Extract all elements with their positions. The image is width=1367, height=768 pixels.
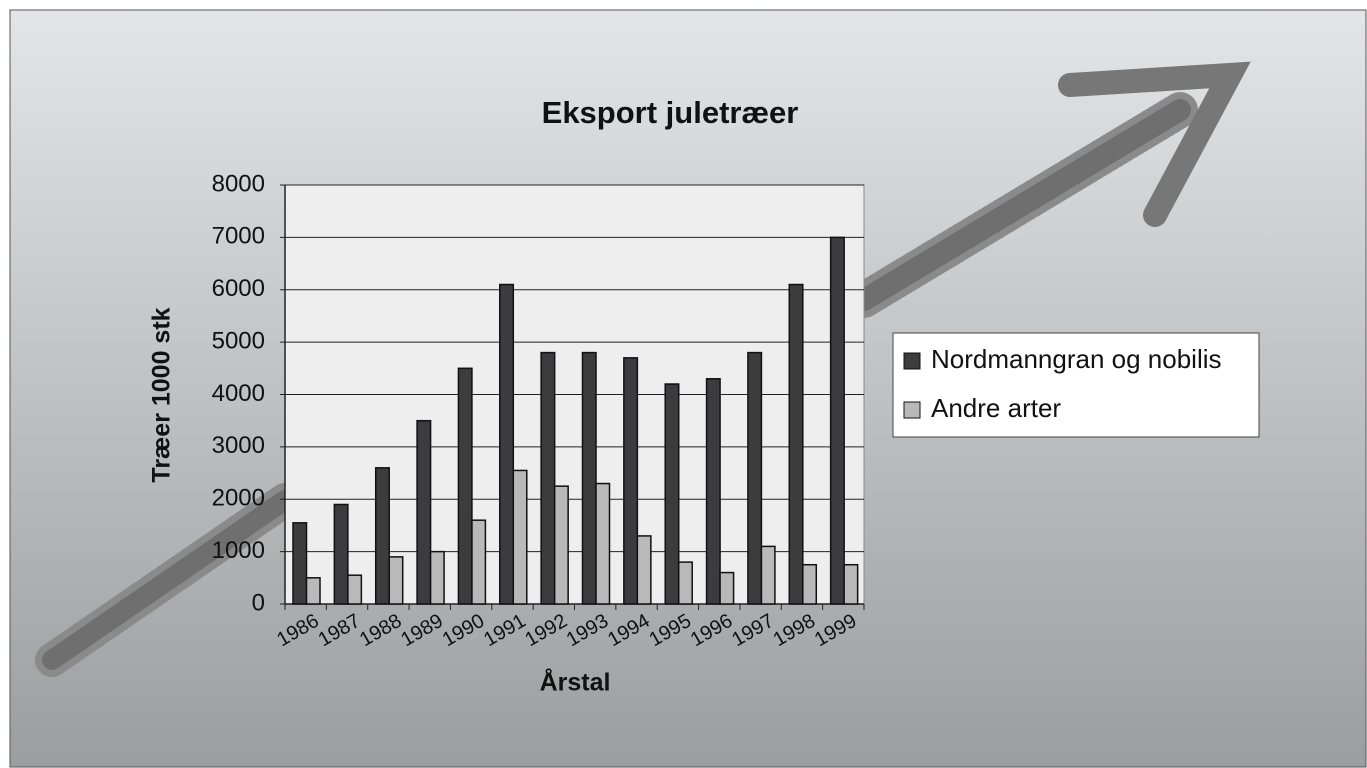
bar (829, 236, 845, 605)
bar (388, 556, 404, 605)
legend: Nordmanngran og nobilis Andre arter (892, 332, 1260, 438)
bar (305, 577, 321, 605)
bar (705, 378, 721, 605)
bar (677, 561, 693, 605)
bar (499, 283, 515, 605)
chart-title: Eksport juletræer (542, 95, 799, 130)
bar (843, 563, 859, 605)
bar (664, 383, 680, 605)
y-tick-label: 8000 (212, 170, 265, 197)
y-tick-label: 5000 (212, 327, 265, 354)
legend-box (892, 332, 1260, 438)
bar (512, 469, 528, 605)
y-tick-label: 3000 (212, 432, 265, 459)
y-tick-label: 7000 (212, 223, 265, 250)
bar (623, 357, 639, 605)
bar (636, 535, 652, 605)
bar (788, 283, 804, 605)
y-tick-label: 2000 (212, 485, 265, 512)
bar (719, 571, 735, 605)
bar (333, 503, 349, 605)
bar (471, 519, 487, 605)
legend-swatch (903, 401, 921, 419)
bar (581, 351, 597, 605)
bar (540, 351, 556, 605)
y-tick-label: 0 (252, 589, 265, 616)
y-tick-label: 1000 (212, 537, 265, 564)
bar (747, 351, 763, 605)
y-axis-label: Træer 1000 stk (148, 307, 176, 482)
x-axis-label: Årstal (540, 668, 611, 697)
bar (347, 574, 363, 605)
bar (553, 485, 569, 605)
fern-arrow (35, 61, 1251, 677)
bar (292, 522, 308, 605)
bar (595, 482, 611, 605)
legend-swatch (903, 352, 921, 370)
legend-label: Nordmanngran og nobilis (931, 344, 1222, 374)
bar (802, 563, 818, 605)
bar (760, 545, 776, 605)
bar (429, 550, 445, 605)
y-tick-label: 6000 (212, 275, 265, 302)
legend-label: Andre arter (931, 393, 1061, 423)
y-tick-label: 4000 (212, 380, 265, 407)
bar (374, 467, 390, 605)
bar (416, 419, 432, 605)
bar (457, 367, 473, 605)
